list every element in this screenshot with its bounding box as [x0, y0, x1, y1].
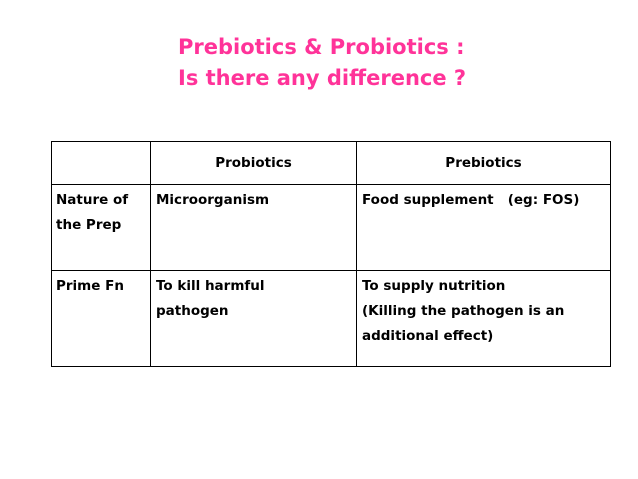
header-cell-probiotics: Probiotics [150, 141, 357, 185]
slide-title: Prebiotics & Probiotics : Is there any d… [178, 32, 618, 94]
row-label-cell: Prime Fn [51, 270, 151, 367]
cell-text-line: To kill harmful [156, 278, 265, 294]
cell-text-line: Food supplement (eg: FOS) [362, 192, 580, 208]
table-row-prime-fn: Prime Fn To kill harmful pathogen To sup… [51, 270, 611, 367]
cell-text-line: pathogen [156, 303, 229, 319]
prebiotics-cell: Food supplement (eg: FOS) [356, 184, 611, 271]
probiotics-cell: Microorganism [150, 184, 357, 271]
title-line-2: Is there any difference ? [178, 66, 467, 90]
prebiotics-cell: To supply nutrition (Killing the pathoge… [356, 270, 611, 367]
cell-text-line: (Killing the pathogen is an [362, 303, 565, 319]
row-label-line: Nature of [56, 192, 129, 208]
probiotics-cell: To kill harmful pathogen [150, 270, 357, 367]
comparison-table: Probiotics Prebiotics Nature of the Prep… [51, 141, 611, 367]
table-row-nature-of-prep: Nature of the Prep Microorganism Food su… [51, 184, 611, 271]
header-row: Probiotics Prebiotics [51, 141, 611, 185]
row-label-line: the Prep [56, 217, 122, 233]
header-cell-prebiotics: Prebiotics [356, 141, 611, 185]
title-line-1: Prebiotics & Probiotics : [178, 35, 465, 59]
cell-text-line: Microorganism [156, 192, 270, 208]
row-label-cell: Nature of the Prep [51, 184, 151, 271]
row-label-line: Prime Fn [56, 278, 124, 294]
cell-text-line: To supply nutrition [362, 278, 506, 294]
cell-text-line: additional effect) [362, 328, 494, 344]
header-cell-empty [51, 141, 151, 185]
